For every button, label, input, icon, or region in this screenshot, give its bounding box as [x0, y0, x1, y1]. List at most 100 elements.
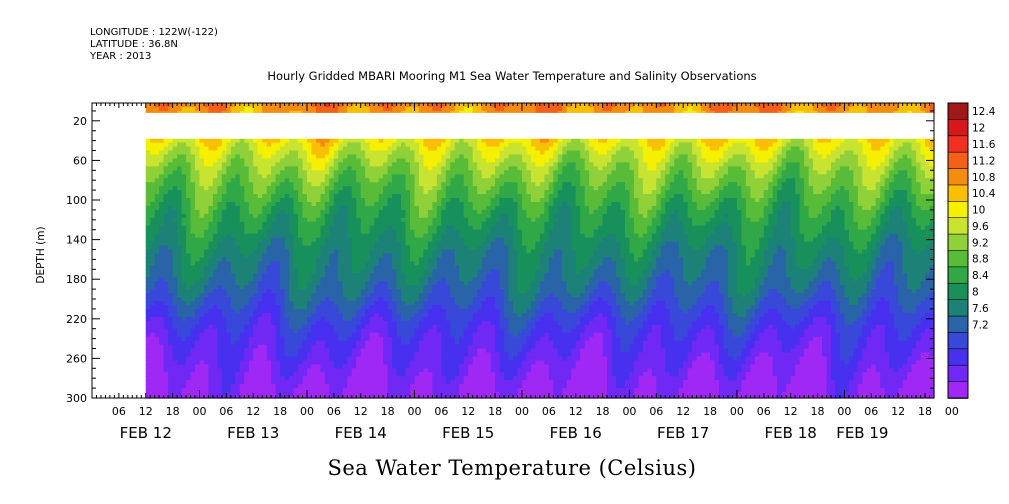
heatmap-cell — [190, 352, 196, 358]
heatmap-cell — [239, 376, 245, 381]
heatmap-cell — [186, 348, 192, 354]
heatmap-cell — [405, 241, 411, 247]
heatmap-cell — [459, 281, 465, 286]
heatmap-cell — [441, 289, 447, 294]
heatmap-cell — [333, 352, 339, 358]
heatmap-cell — [302, 261, 308, 266]
heatmap-cell — [450, 328, 456, 334]
heatmap-cell — [320, 324, 326, 330]
heatmap-cell — [266, 304, 272, 310]
heatmap-cell — [329, 174, 335, 179]
heatmap-cell — [199, 308, 205, 314]
heatmap-cell — [257, 384, 263, 389]
heatmap-cell — [365, 257, 371, 262]
heatmap-cell — [168, 316, 174, 322]
heatmap-cell — [275, 103, 281, 108]
heatmap-cell — [378, 166, 384, 171]
heatmap-cell — [374, 364, 380, 369]
heatmap-cell — [387, 388, 393, 393]
heatmap-cell — [405, 170, 411, 175]
heatmap-cell — [405, 328, 411, 334]
heatmap-cell — [235, 293, 241, 298]
heatmap-cell — [342, 170, 348, 175]
heatmap-cell — [145, 380, 151, 385]
heatmap-cell — [365, 162, 371, 167]
heatmap-cell — [365, 364, 371, 369]
heatmap-cell — [203, 316, 210, 322]
heatmap-cell — [275, 150, 281, 156]
heatmap-cell — [195, 261, 201, 266]
heatmap-cell — [342, 209, 348, 215]
heatmap-cell — [392, 190, 398, 195]
heatmap-cell — [405, 186, 411, 191]
heatmap-cell — [230, 213, 236, 219]
heatmap-cell — [302, 281, 308, 286]
heatmap-cell — [441, 221, 447, 227]
heatmap-cell — [186, 186, 192, 191]
heatmap-cell — [445, 285, 451, 290]
heatmap-cell — [275, 201, 281, 207]
heatmap-cell — [383, 174, 389, 179]
heatmap-cell — [302, 103, 308, 108]
heatmap-cell — [208, 174, 214, 179]
heatmap-cell — [217, 304, 223, 310]
heatmap-cell — [177, 201, 183, 207]
heatmap-cell — [230, 332, 236, 338]
heatmap-cell — [347, 392, 353, 397]
heatmap-cell — [306, 285, 313, 290]
heatmap-cell — [311, 340, 317, 346]
heatmap-cell — [298, 225, 304, 231]
heatmap-cell — [396, 182, 402, 187]
heatmap-cell — [302, 285, 308, 290]
heatmap-cell — [324, 396, 330, 399]
heatmap-cell — [409, 308, 416, 314]
heatmap-cell — [212, 205, 219, 211]
heatmap-cell — [154, 352, 160, 358]
heatmap-cell — [463, 304, 469, 310]
heatmap-cell — [374, 277, 380, 282]
heatmap-cell — [360, 257, 366, 262]
heatmap-cell — [302, 190, 308, 195]
heatmap-cell — [289, 340, 295, 346]
heatmap-cell — [454, 352, 460, 358]
heatmap-cell — [396, 384, 402, 389]
heatmap-cell — [315, 308, 322, 314]
heatmap-cell — [392, 352, 398, 358]
heatmap-cell — [347, 237, 353, 243]
heatmap-cell — [387, 356, 393, 361]
heatmap-cell — [414, 205, 420, 211]
heatmap-cell — [244, 158, 250, 163]
heatmap-cell — [414, 265, 420, 270]
heatmap-cell — [441, 376, 447, 381]
heatmap-cell — [150, 146, 156, 152]
heatmap-cell — [432, 277, 438, 282]
heatmap-cell — [329, 289, 335, 294]
heatmap-cell — [432, 388, 438, 393]
heatmap-cell — [405, 154, 411, 160]
heatmap-cell — [168, 348, 174, 354]
heatmap-cell — [239, 348, 245, 354]
heatmap-cell — [195, 209, 201, 215]
heatmap-cell — [186, 174, 192, 179]
heatmap-cell — [302, 106, 308, 112]
heatmap-cell — [244, 281, 250, 286]
heatmap-cell — [217, 178, 223, 183]
heatmap-cell — [280, 190, 286, 195]
heatmap-cell — [418, 372, 425, 377]
heatmap-cell — [239, 380, 245, 385]
heatmap-cell — [203, 154, 210, 160]
heatmap-cell — [271, 336, 277, 342]
heatmap-cell — [401, 352, 407, 358]
heatmap-cell — [181, 170, 187, 175]
heatmap-cell — [190, 201, 196, 207]
heatmap-cell — [392, 233, 398, 239]
heatmap-cell — [154, 217, 160, 223]
heatmap-cell — [266, 376, 272, 381]
heatmap-cell — [280, 150, 286, 156]
heatmap-cell — [432, 336, 438, 342]
heatmap-cell — [244, 221, 250, 227]
heatmap-cell — [302, 328, 308, 334]
heatmap-cell — [271, 297, 277, 302]
heatmap-cell — [163, 285, 169, 290]
heatmap-cell — [347, 170, 353, 175]
